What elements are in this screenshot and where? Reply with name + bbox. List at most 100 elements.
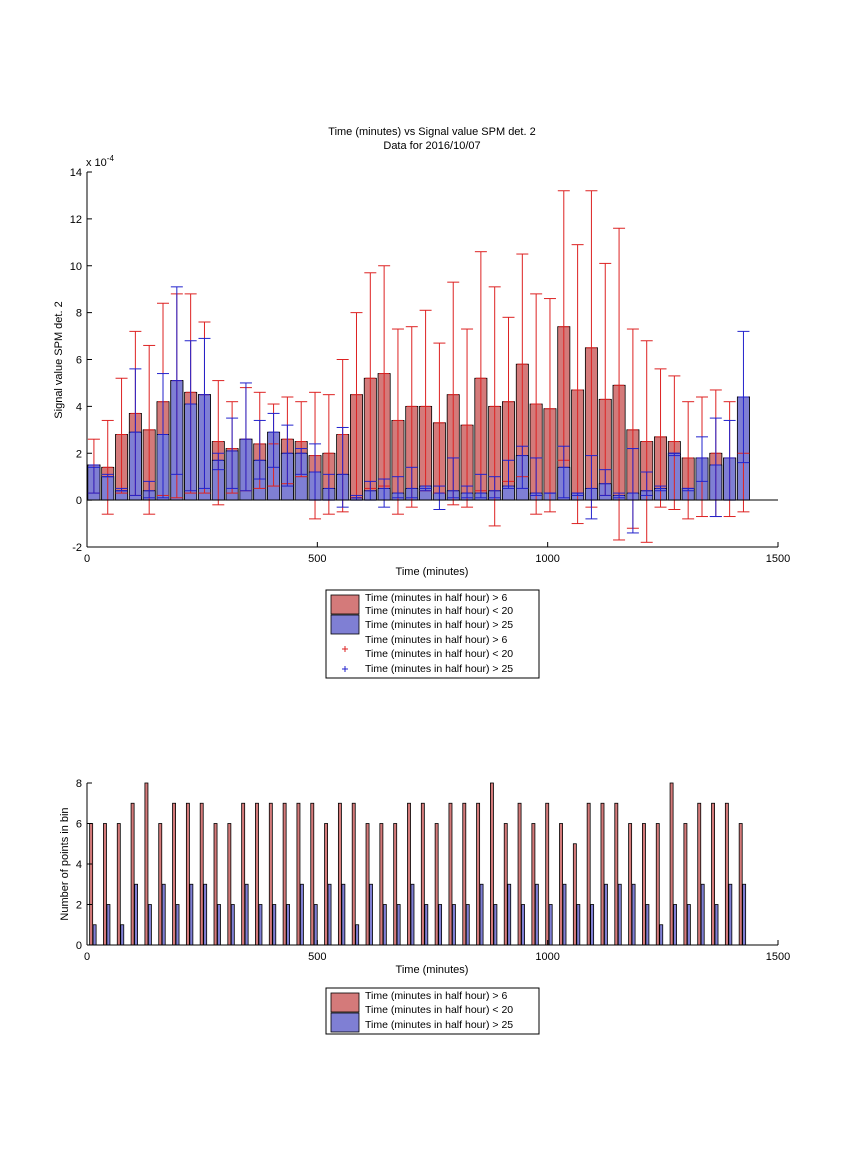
count-bar-series1 (296, 802, 301, 946)
y-tick-label: 8 (76, 308, 82, 320)
count-bar-series2 (562, 883, 567, 946)
y-tick-label: 2 (76, 448, 82, 460)
count-bar-series2 (286, 904, 291, 946)
count-bar-series2 (424, 904, 429, 946)
legend-entry-1: Time (minutes in half hour) < 20 (365, 1004, 513, 1016)
count-bar-series2 (272, 904, 277, 946)
count-bar-series2 (604, 883, 608, 946)
count-bar-series1 (103, 823, 107, 946)
count-bar-series1 (711, 802, 715, 946)
count-bar-series2 (548, 904, 553, 946)
legend-entry-4: Time (minutes in half hour) < 20 (365, 648, 513, 660)
legend-entry-1: Time (minutes in half hour) < 20 (365, 605, 513, 617)
exponent-base: x 10 (86, 157, 107, 169)
count-bar-series2 (106, 904, 111, 946)
count-bar-series1 (683, 823, 688, 946)
count-bar-series1 (559, 823, 563, 946)
count-bar-series1 (185, 802, 190, 946)
count-bar-series2 (120, 924, 125, 946)
count-bar-series1 (628, 823, 633, 946)
count-bar-series2 (452, 904, 456, 946)
legend-box (325, 987, 540, 1035)
top-bar-layer (87, 326, 750, 501)
count-bar-series2 (355, 924, 360, 946)
top-error-layer (87, 190, 750, 543)
count-bar-series1 (379, 823, 384, 946)
count-bar-series2 (521, 904, 525, 946)
bottom-bar-layer (89, 782, 747, 946)
x-tick-label: 0 (84, 553, 90, 565)
count-bar-series2 (673, 904, 677, 946)
count-bar-series2 (507, 883, 512, 946)
exponent-label: x 10-4 (86, 154, 114, 169)
count-bar-series1 (448, 802, 453, 946)
count-bar-series2 (244, 883, 249, 946)
y-tick-label: 8 (76, 778, 82, 790)
y-tick-label: 4 (76, 401, 82, 413)
count-bar-series2 (299, 883, 304, 946)
count-bar-series1 (255, 802, 259, 946)
bottom-legend: Time (minutes in half hour) > 6 Time (mi… (325, 987, 540, 1035)
count-bar-series1 (503, 823, 508, 946)
x-tick-label: 1000 (535, 553, 559, 565)
count-bar-series2 (617, 883, 622, 946)
legend-swatch-series1 (330, 992, 360, 1013)
count-bar-series1 (420, 802, 425, 946)
count-bar-series1 (89, 823, 94, 946)
count-bar-series1 (324, 823, 329, 946)
count-bar-series1 (337, 802, 342, 946)
y-tick-label: 0 (76, 495, 82, 507)
x-tick-label: 500 (308, 553, 326, 565)
bottom-axes: 0 500 1000 1500 0 2 4 6 8 (76, 778, 790, 963)
y-tick-label: 4 (76, 859, 82, 871)
count-bar-series1 (158, 823, 163, 946)
count-bar-series2 (590, 904, 595, 946)
count-bar-series1 (282, 802, 287, 946)
y-tick-label: 12 (70, 214, 82, 226)
count-bar-series1 (144, 782, 149, 946)
y-tick-label: 14 (70, 167, 82, 179)
count-bar-series2 (576, 904, 581, 946)
count-bar-series2 (134, 883, 138, 946)
count-bar-series2 (714, 904, 719, 946)
chart-subtitle: Data for 2016/10/07 (383, 140, 480, 152)
bottom-xlabel: Time (minutes) (396, 964, 469, 976)
count-bar-series2 (92, 924, 97, 946)
count-bar-series1 (572, 843, 577, 946)
count-bar-series2 (396, 904, 401, 946)
top-legend: Time (minutes in half hour) > 6 Time (mi… (325, 589, 540, 679)
count-bar-series2 (217, 904, 221, 946)
y-tick-label: 6 (76, 819, 82, 831)
count-bar-series1 (268, 802, 273, 946)
count-bar-series2 (742, 883, 747, 946)
count-bar-series1 (434, 823, 439, 946)
x-tick-label: 1000 (535, 951, 559, 963)
count-bar-series1 (669, 782, 674, 946)
count-bar-series2 (659, 924, 664, 946)
legend-entry-3: Time (minutes in half hour) > 6 (365, 634, 507, 646)
count-bar-series1 (490, 782, 494, 946)
count-bar-series1 (407, 802, 411, 946)
legend-swatch-series1 (330, 594, 360, 615)
count-bar-series2 (203, 883, 208, 946)
count-bar-series1 (531, 823, 536, 946)
count-bar-series1 (600, 802, 605, 946)
legend-plus-red (342, 646, 348, 652)
count-bar-series1 (227, 823, 232, 946)
y-tick-label: 6 (76, 355, 82, 367)
count-bar-series1 (517, 802, 522, 946)
chart-bottom: 0 500 1000 1500 0 2 4 6 8 Time (minutes) Number … (59, 778, 790, 1035)
count-bar-series2 (327, 883, 332, 946)
count-bar-series1 (738, 823, 743, 946)
count-bar-series1 (724, 802, 729, 946)
count-bar-series1 (655, 823, 660, 946)
count-bar-series1 (614, 802, 619, 946)
count-bar-series2 (189, 883, 194, 946)
chart-title: Time (minutes) vs Signal value SPM det. … (328, 126, 535, 138)
svg-text:x 10-4: x 10-4 (86, 154, 114, 169)
legend-entry-2: Time (minutes in half hour) > 25 (365, 1019, 513, 1031)
count-bar-series1 (476, 802, 481, 946)
legend-entry-0: Time (minutes in half hour) > 6 (365, 592, 507, 604)
count-bar-series2 (465, 904, 470, 946)
